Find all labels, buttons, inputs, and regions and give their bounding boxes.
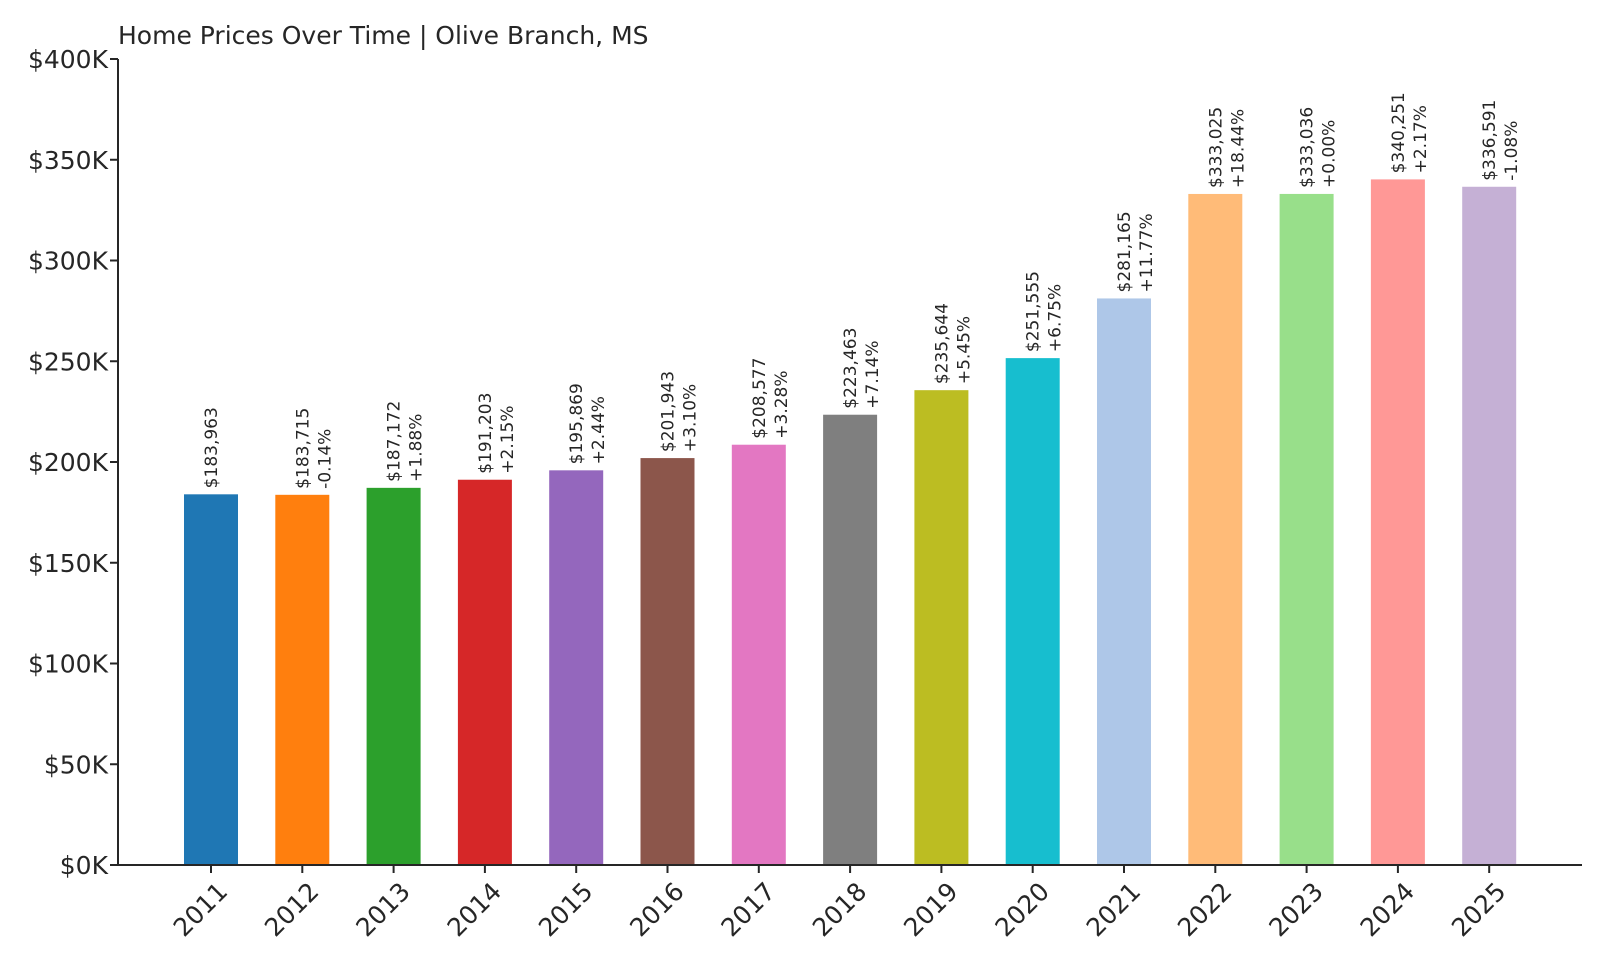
bar-value-label: $333,025 — [1206, 107, 1226, 188]
x-tick-label: 2017 — [716, 877, 781, 942]
x-tick-label: 2012 — [259, 877, 324, 942]
bar-2017 — [731, 444, 786, 865]
x-tick-label: 2023 — [1263, 877, 1328, 942]
y-axis: $0K $50K $100K $150K $200K $250K $300K $350K $40… — [28, 45, 119, 880]
bar-change-label: +0.00% — [1320, 120, 1340, 188]
x-tick-label: 2015 — [533, 877, 598, 942]
x-tick-label: 2025 — [1446, 877, 1511, 942]
x-tick-label: 2011 — [168, 877, 233, 942]
y-tick-label: $100K — [28, 650, 109, 679]
bar-value-label: $187,172 — [385, 401, 405, 482]
bar-change-label: +2.17% — [1411, 105, 1431, 173]
bar-change-label: +18.44% — [1228, 109, 1248, 188]
bar-value-label: $183,963 — [202, 407, 222, 488]
bar-change-label: +2.15% — [498, 405, 518, 473]
bar-value-label: $251,555 — [1024, 271, 1044, 352]
x-tick-label: 2022 — [1172, 877, 1237, 942]
bar-change-label: +11.77% — [1137, 213, 1157, 292]
bar-2025 — [1462, 186, 1517, 865]
bar-change-label: +7.14% — [863, 340, 883, 408]
y-tick-label: $400K — [28, 45, 109, 74]
bar-change-label: +3.28% — [772, 370, 792, 438]
bar-value-label: $281,165 — [1115, 211, 1135, 292]
bars — [184, 179, 1517, 866]
bar-change-label: -0.14% — [315, 429, 335, 489]
bar-2022 — [1188, 193, 1243, 866]
bar-value-label: $195,869 — [567, 383, 587, 464]
bar-value-label: $235,644 — [932, 303, 952, 384]
x-tick-label: 2016 — [624, 877, 689, 942]
bar-value-label: $223,463 — [841, 328, 861, 409]
y-tick-label: $300K — [28, 247, 109, 276]
bar-value-label: $208,577 — [750, 358, 770, 439]
x-tick-label: 2014 — [442, 877, 507, 942]
bar-change-label: +6.75% — [1046, 284, 1066, 352]
bar-2024 — [1370, 179, 1425, 866]
y-tick-label: $350K — [28, 146, 109, 175]
bar-2015 — [549, 470, 604, 865]
bar-2019 — [914, 390, 969, 865]
y-tick-label: $250K — [28, 347, 109, 376]
bar-2016 — [640, 458, 695, 865]
y-tick-label: $200K — [28, 448, 109, 477]
bar-2014 — [457, 479, 512, 865]
bar-labels: $183,963 $183,715 -0.14% $187,172 +1.88% $191… — [202, 92, 1522, 489]
bar-value-label: $191,203 — [476, 393, 496, 474]
bar-2011 — [184, 494, 238, 865]
bar-2023 — [1279, 193, 1334, 865]
bar-value-label: $336,591 — [1480, 100, 1500, 181]
bar-2020 — [1005, 358, 1060, 865]
bar-value-label: $201,943 — [659, 371, 679, 452]
x-tick-label: 2013 — [350, 877, 415, 942]
chart-title: Home Prices Over Time | Olive Branch, MS — [118, 21, 649, 50]
bar-change-label: +5.45% — [954, 316, 974, 384]
bar-2021 — [1097, 298, 1151, 865]
bar-value-label: $340,251 — [1389, 92, 1409, 173]
bar-change-label: +1.88% — [407, 414, 427, 482]
y-tick-label: $50K — [44, 750, 109, 779]
x-tick-label: 2021 — [1081, 877, 1146, 942]
bar-change-label: +3.10% — [681, 384, 701, 452]
x-axis: 2011 2012 2013 2014 2015 2016 2017 2018 2019 2020… — [118, 864, 1582, 942]
bar-value-label: $183,715 — [293, 408, 313, 489]
bar-change-label: -1.08% — [1502, 121, 1522, 181]
bar-2013 — [366, 487, 421, 865]
y-tick-label: $0K — [60, 851, 109, 880]
x-tick-label: 2020 — [989, 877, 1054, 942]
bar-change-label: +2.44% — [589, 396, 609, 464]
x-tick-label: 2019 — [898, 877, 963, 942]
bar-2018 — [823, 414, 878, 865]
bar-2012 — [275, 494, 330, 865]
y-tick-label: $150K — [28, 549, 109, 578]
bar-value-label: $333,036 — [1298, 107, 1318, 188]
x-tick-label: 2024 — [1355, 877, 1420, 942]
x-tick-label: 2018 — [807, 877, 872, 942]
